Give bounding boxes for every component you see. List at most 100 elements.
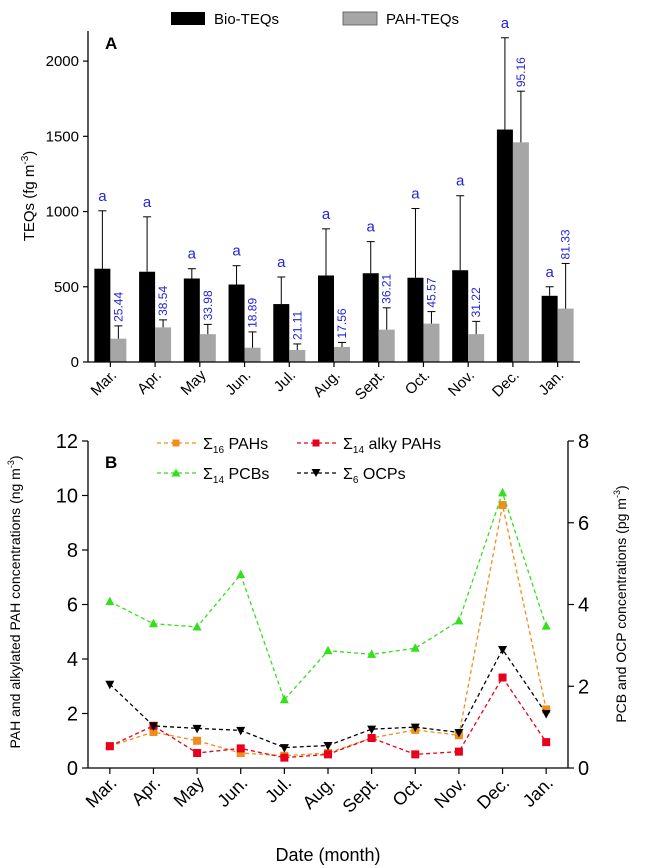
point-pcbs-14-aug (324, 646, 333, 655)
legend-marker-alky-pahs (313, 440, 320, 447)
bar-bio-teqs-jun (229, 285, 245, 362)
significance-letter-mar: a (98, 188, 107, 205)
bar-bio-teqs-may (184, 278, 200, 362)
significance-letter-jun: a (232, 243, 241, 260)
point-pcbs-14-jan (542, 621, 551, 630)
panel-a-y-axis-title: TEQs (fg m-3) (20, 151, 38, 242)
legend-a: Bio-TEQs PAH-TEQs (171, 11, 459, 28)
legend-swatch-pah-teqs (343, 12, 377, 25)
series-line-pahs-16 (110, 505, 546, 756)
legend-b: Σ16 PAHs Σ14 alky PAHs Σ14 PCBs Σ6 OCPs (157, 436, 441, 486)
legend-label-bio-teqs: Bio-TEQs (214, 11, 279, 28)
bar-bio-teqs-oct (407, 278, 423, 362)
legend-marker-pahs (173, 440, 180, 447)
point-pcbs-14-apr (149, 619, 158, 628)
x-tick-label-jul: Jul. (271, 367, 300, 396)
x-tick-label-sept: Sept. (352, 367, 389, 404)
right-y-tick-label-8: 8 (578, 431, 589, 453)
left-y-tick-label-2: 2 (67, 704, 78, 726)
panel-b-left-y-axis-title: PAH and alkylated PAH concentrations (ng… (6, 455, 23, 748)
y-tick-label-0: 0 (71, 354, 79, 371)
legend-label-alky-pahs: Σ14 alky PAHs (343, 436, 441, 456)
point-pcbs-14-mar (105, 597, 114, 606)
panel-b-line-chart: B Σ16 PAHs Σ14 alky PAHs Σ14 PCBs Σ6 OCP… (6, 431, 629, 865)
significance-letter-aug: a (322, 206, 331, 223)
significance-letter-jul: a (277, 254, 286, 271)
left-y-tick-label-12: 12 (56, 431, 78, 453)
bar-bio-teqs-jul (273, 304, 289, 362)
x-tick-label-aug: Aug. (310, 367, 344, 401)
pah-teq-percent-label-dec: 95.16 (514, 57, 528, 87)
legend-label-pah-teqs: PAH-TEQs (386, 11, 459, 28)
point-ocps-6-jul (280, 744, 289, 753)
point-alky-pahs-14-may (193, 749, 201, 757)
legend-label-pcbs: Σ14 PCBs (203, 466, 269, 486)
point-pcbs-14-jun (236, 570, 245, 579)
bar-pah-teqs-may (200, 334, 216, 362)
pah-teq-percent-label-may: 33.98 (201, 290, 215, 320)
bar-pah-teqs-apr (155, 327, 171, 362)
bar-pah-teqs-dec (513, 142, 529, 362)
bar-bio-teqs-nov (452, 270, 468, 362)
x-tick-label-jun: Jun. (222, 367, 254, 399)
legend-label-pahs: Σ16 PAHs (203, 436, 268, 456)
left-y-tick-label-0: 0 (67, 758, 78, 780)
bar-pah-teqs-sept (379, 330, 395, 362)
bar-pah-teqs-oct (423, 324, 439, 362)
pah-teq-percent-label-apr: 38.54 (156, 286, 170, 316)
panel-b-left-y-axis-title-sup: -3 (6, 460, 16, 468)
b-x-tick-label-aug: Aug. (299, 773, 339, 813)
series-line-pcbs-14 (110, 493, 546, 700)
bar-pah-teqs-jan (558, 309, 574, 362)
legend-swatch-bio-teqs (171, 12, 205, 25)
point-pcbs-14-oct (411, 643, 420, 652)
point-pcbs-14-dec (498, 488, 507, 497)
series-lines-group (105, 488, 550, 762)
b-x-tick-label-nov: Nov. (430, 773, 469, 812)
y-tick-label-500: 500 (54, 279, 79, 296)
y-tick-label-2000: 2000 (46, 53, 79, 70)
x-tick-label-dec: Dec. (489, 367, 523, 401)
significance-letter-jan: a (545, 264, 554, 281)
b-x-tick-label-dec: Dec. (473, 773, 513, 813)
point-alky-pahs-14-aug (324, 750, 332, 758)
bar-pah-teqs-jul (289, 350, 305, 362)
bar-bio-teqs-aug (318, 275, 334, 362)
b-x-tick-label-jan: Jan. (519, 773, 557, 811)
bar-pah-teqs-aug (334, 347, 350, 362)
point-ocps-6-jan (542, 710, 551, 719)
point-pahs-16-may (193, 737, 201, 745)
pah-teq-percent-label-mar: 25.44 (111, 292, 125, 322)
panel-b-right-y-axis-title-close: ) (613, 485, 629, 490)
panel-b-right-y-axis-title-sup: -3 (612, 490, 622, 498)
legend-label-pcbs-sub: 14 (213, 475, 225, 486)
right-y-tick-label-2: 2 (578, 676, 589, 698)
bar-bio-teqs-jan (542, 296, 558, 362)
x-tick-label-oct: Oct. (402, 367, 433, 398)
series-line-ocps-6 (110, 649, 546, 747)
bar-pah-teqs-nov (468, 334, 484, 362)
legend-label-ocps: Σ6 OCPs (343, 466, 406, 486)
y-tick-label-1000: 1000 (46, 204, 79, 221)
legend-label-pahs-sigma: Σ (203, 436, 213, 453)
x-tick-label-apr: Apr. (134, 367, 165, 398)
significance-letter-oct: a (411, 186, 420, 203)
legend-label-pahs-rest: PAHs (224, 436, 268, 453)
significance-letter-apr: a (143, 194, 152, 211)
b-x-tick-label-apr: Apr. (127, 773, 164, 810)
pah-teq-percent-label-oct: 45.57 (424, 277, 438, 307)
legend-label-pcbs-sigma: Σ (203, 466, 213, 483)
panel-b-left-y-axis-title-close: ) (7, 455, 23, 460)
left-y-tick-label-10: 10 (56, 486, 78, 508)
legend-label-alky-pahs-rest: alky PAHs (364, 436, 441, 453)
legend-label-alky-pahs-sigma: Σ (343, 436, 353, 453)
panel-b-right-y-axis-title: PCB and OCP concentrations (pg m-3) (612, 485, 629, 722)
bar-pah-teqs-mar (110, 339, 126, 362)
panel-a-y-ticks: 0 500 1000 1500 2000 (46, 53, 88, 371)
panel-b-left-y-ticks: 0 2 4 6 8 10 12 (56, 431, 88, 780)
significance-letter-nov: a (456, 173, 465, 190)
point-alky-pahs-14-nov (455, 748, 463, 756)
significance-letter-dec: a (501, 15, 510, 32)
pah-teq-percent-label-jan: 81.33 (559, 229, 573, 259)
